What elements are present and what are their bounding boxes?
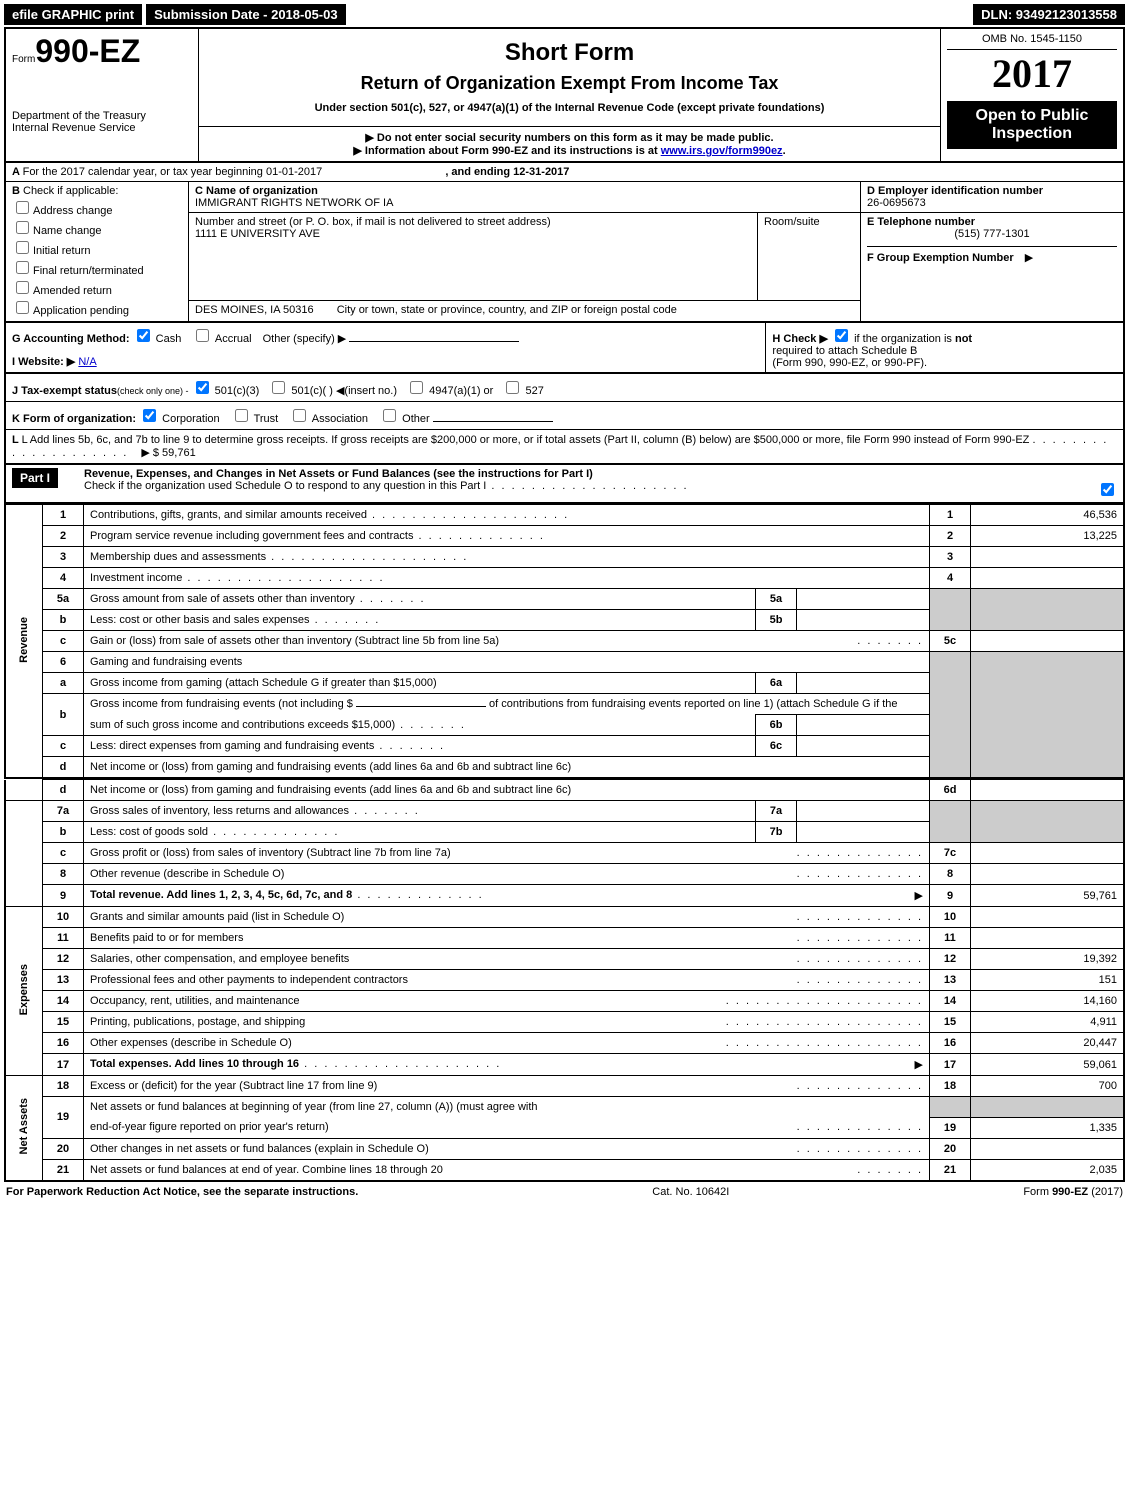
- org-name: IMMIGRANT RIGHTS NETWORK OF IA: [195, 197, 854, 209]
- paperwork-notice: For Paperwork Reduction Act Notice, see …: [6, 1186, 358, 1198]
- val-3: [971, 547, 1125, 568]
- val-19: 1,335: [971, 1117, 1125, 1138]
- efile-pill: efile GRAPHIC print: [4, 4, 142, 25]
- tax-year-range: For the 2017 calendar year, or tax year …: [23, 166, 323, 178]
- val-10: [971, 907, 1125, 928]
- val-2: 13,225: [971, 526, 1125, 547]
- chk-final-return[interactable]: Final return/terminated: [12, 258, 182, 277]
- c-label: C Name of organization: [195, 185, 854, 197]
- website-value[interactable]: N/A: [78, 356, 96, 368]
- val-18: 700: [971, 1076, 1125, 1097]
- ein-value: 26-0695673: [867, 197, 1117, 209]
- chk-corp[interactable]: Corporation: [139, 413, 220, 425]
- omb-number: OMB No. 1545-1150: [947, 33, 1117, 50]
- accounting-website-block: G Accounting Method: Cash Accrual Other …: [4, 322, 1125, 373]
- val-6d: [971, 780, 1125, 801]
- val-21: 2,035: [971, 1159, 1125, 1181]
- val-17: 59,061: [971, 1054, 1125, 1076]
- chk-cash[interactable]: Cash: [133, 333, 182, 345]
- d-label: D Employer identification number: [867, 185, 1117, 197]
- chk-527[interactable]: 527: [502, 385, 543, 397]
- val-9: 59,761: [971, 885, 1125, 907]
- city-state-zip: DES MOINES, IA 50316: [195, 304, 314, 316]
- h-text-2: required to attach Schedule B: [772, 345, 1117, 357]
- tax-year: 2017: [947, 50, 1117, 97]
- entity-info-block: A For the 2017 calendar year, or tax yea…: [4, 163, 1125, 322]
- form-footer: Form 990-EZ (2017): [1023, 1186, 1123, 1198]
- chk-name-change[interactable]: Name change: [12, 218, 182, 237]
- val-12: 19,392: [971, 949, 1125, 970]
- val-7c: [971, 843, 1125, 864]
- chk-trust[interactable]: Trust: [231, 413, 279, 425]
- val-1: 46,536: [971, 505, 1125, 526]
- f-arrow-icon: ▶: [1025, 252, 1033, 264]
- val-11: [971, 928, 1125, 949]
- telephone: (515) 777-1301: [867, 228, 1117, 240]
- part-i-header: Part I Revenue, Expenses, and Changes in…: [4, 464, 1125, 504]
- side-net-assets: Net Assets: [5, 1076, 43, 1181]
- side-expenses: Expenses: [5, 907, 43, 1076]
- e-label: E Telephone number: [867, 216, 1117, 228]
- form-header: Form990-EZ Department of the Treasury In…: [4, 27, 1125, 163]
- val-8: [971, 864, 1125, 885]
- gross-receipts: ▶ $ 59,761: [141, 447, 195, 459]
- val-14: 14,160: [971, 991, 1125, 1012]
- val-20: [971, 1138, 1125, 1159]
- top-bar: efile GRAPHIC print Submission Date - 20…: [4, 4, 1125, 25]
- lines-table-cont: d Net income or (loss) from gaming and f…: [4, 779, 1125, 1182]
- info-note: ▶ Information about Form 990-EZ and its …: [205, 144, 934, 157]
- l-row: L L Add lines 5b, 6c, and 7b to line 9 t…: [4, 429, 1125, 464]
- under-section-note: Under section 501(c), 527, or 4947(a)(1)…: [205, 102, 934, 114]
- dept-label: Department of the Treasury: [12, 110, 192, 122]
- dln-pill: DLN: 93492123013558: [973, 4, 1125, 25]
- h-text-3: (Form 990, 990-EZ, or 990-PF).: [772, 357, 1117, 369]
- chk-address-change[interactable]: Address change: [12, 198, 182, 217]
- ssn-note: ▶ Do not enter social security numbers o…: [205, 131, 934, 144]
- chk-other-org[interactable]: Other: [379, 413, 430, 425]
- val-15: 4,911: [971, 1012, 1125, 1033]
- f-label: F Group Exemption Number: [867, 252, 1014, 264]
- street-address: 1111 E UNIVERSITY AVE: [195, 228, 751, 240]
- val-13: 151: [971, 970, 1125, 991]
- chk-schedule-b[interactable]: [835, 329, 848, 342]
- chk-4947[interactable]: 4947(a)(1) or: [406, 385, 493, 397]
- k-row: K Form of organization: Corporation Trus…: [4, 401, 1125, 429]
- submission-pill: Submission Date - 2018-05-03: [146, 4, 346, 25]
- chk-application-pending[interactable]: Application pending: [12, 298, 182, 317]
- val-5c: [971, 631, 1125, 652]
- chk-initial-return[interactable]: Initial return: [12, 238, 182, 257]
- j-row: J Tax-exempt status(check only one) - 50…: [4, 373, 1125, 401]
- val-16: 20,447: [971, 1033, 1125, 1054]
- side-revenue: Revenue: [5, 505, 43, 779]
- open-public-badge: Open to Public Inspection: [947, 101, 1117, 149]
- city-label: City or town, state or province, country…: [337, 304, 677, 316]
- chk-schedule-o[interactable]: [1101, 483, 1114, 496]
- cat-no: Cat. No. 10642I: [652, 1186, 729, 1198]
- check-if-applicable: B Check if applicable: Address change Na…: [5, 182, 189, 322]
- irs-link[interactable]: www.irs.gov/form990ez: [661, 145, 783, 157]
- irs-label: Internal Revenue Service: [12, 122, 192, 134]
- chk-amended-return[interactable]: Amended return: [12, 278, 182, 297]
- page-footer: For Paperwork Reduction Act Notice, see …: [4, 1182, 1125, 1202]
- chk-501c3[interactable]: 501(c)(3): [192, 385, 260, 397]
- chk-assoc[interactable]: Association: [289, 413, 368, 425]
- addr-label: Number and street (or P. O. box, if mail…: [195, 216, 751, 228]
- form-number: Form990-EZ: [12, 33, 192, 70]
- form-subtitle: Return of Organization Exempt From Incom…: [205, 73, 934, 94]
- form-title: Short Form: [205, 39, 934, 67]
- lines-table: Revenue 1 Contributions, gifts, grants, …: [4, 504, 1125, 779]
- chk-501c[interactable]: 501(c)( ) ◀(insert no.): [268, 385, 397, 397]
- val-4: [971, 568, 1125, 589]
- room-suite-label: Room/suite: [758, 213, 861, 301]
- other-specify: Other (specify) ▶: [263, 333, 347, 345]
- chk-accrual[interactable]: Accrual: [192, 333, 251, 345]
